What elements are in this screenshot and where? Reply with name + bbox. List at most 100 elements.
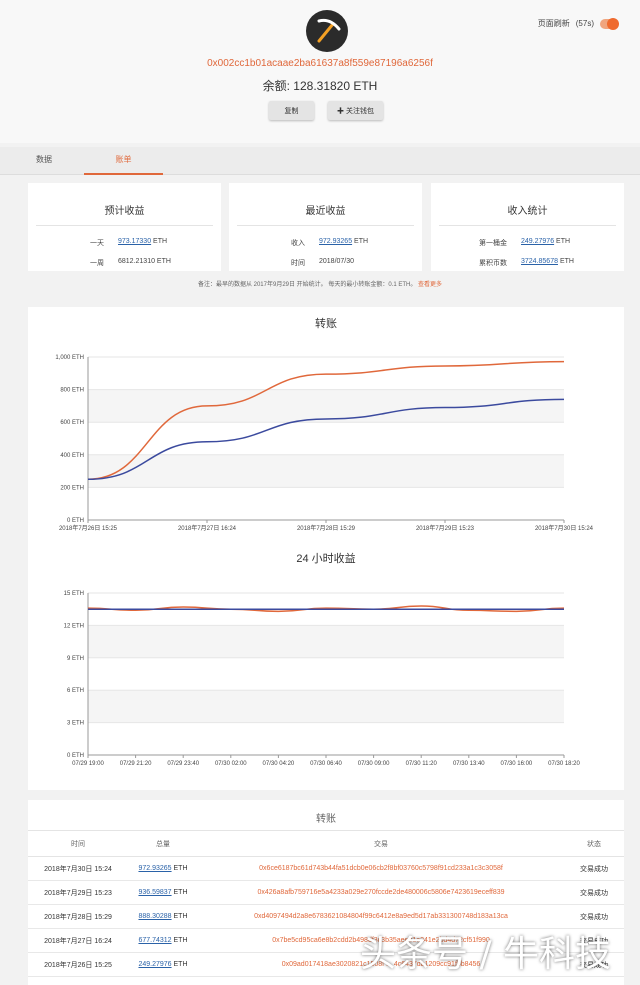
unit: ETH <box>173 961 188 968</box>
refresh-countdown: (57s) <box>575 19 594 28</box>
week-label: 一周 <box>90 260 104 267</box>
series-line-0 <box>87 360 565 480</box>
x-tick-label: 07/29 19:00 <box>72 761 104 767</box>
time-label: 时间 <box>291 260 305 267</box>
amount-link[interactable]: 936.59837 <box>138 889 172 896</box>
row-time: 2018年7月29日 15:23 <box>28 880 128 905</box>
row-amount: 936.59837 ETH <box>128 880 198 905</box>
total-coins-link[interactable]: 3724.85678 <box>521 258 558 265</box>
row-status: 交易成功 <box>564 856 624 881</box>
table-row: 2018年7月29日 15:23 936.59837 ETH 0x426a8afb7… <box>28 880 624 905</box>
charts-panel: 转账 0 ETH 200 ETH 400 ETH 600 ETH 800 ETH 1,00… <box>28 307 624 790</box>
y-tick-label: 600 ETH <box>60 420 84 426</box>
x-tick-label: 2018年7月28日 15:29 <box>297 524 356 532</box>
tx-hash-link[interactable]: 0x6ce6187bc61d743b44fa51dcb0e06cb2f8bf03… <box>198 856 564 881</box>
row-time: 2018年7月30日 15:24 <box>28 856 128 881</box>
table-row: 2018年7月30日 15:24 972.93265 ETH 0x6ce6187bc… <box>28 856 624 881</box>
daily-earnings-chart: 0 ETH 3 ETH 6 ETH 9 ETH 12 ETH 15 ETH 07/29 19… <box>64 591 581 767</box>
watermark: 头条号 / 牛科技 <box>360 934 612 975</box>
tx-hash-link[interactable]: 0x7be5cd95ca6e8b2cdd2b498df3c3b35aeed1a2… <box>198 928 564 953</box>
tx-hash-link[interactable]: 0x426a8afb759716e5a4233a029e270fccde2de4… <box>198 880 564 905</box>
wallet-balance: 余额: 128.31820 ETH <box>262 79 378 93</box>
y-tick-label: 12 ETH <box>64 623 84 629</box>
tab-data[interactable]: 数据 <box>36 155 52 164</box>
week-value: 6812.21310 ETH <box>118 258 171 265</box>
y-tick-label: 9 ETH <box>67 656 84 662</box>
first-bucket-label: 第一桶金 <box>479 240 507 247</box>
x-tick-label: 07/30 09:00 <box>358 761 390 767</box>
unit: ETH <box>354 238 369 245</box>
row-time: 2018年7月27日 16:24 <box>28 928 128 953</box>
unit: ETH <box>173 865 188 872</box>
total-coins-label: 累积币数 <box>479 260 507 267</box>
grid-band <box>88 690 564 723</box>
tx-hash-link[interactable]: 0xd4097494d2a8e6783621084804f99c6412e8a9… <box>198 904 564 929</box>
y-tick-label: 0 ETH <box>67 753 84 759</box>
amount-link[interactable]: 972.93265 <box>138 865 172 872</box>
x-tick-label: 07/30 13:40 <box>453 761 485 767</box>
unit: ETH <box>173 937 188 944</box>
series-line-1 <box>87 398 565 480</box>
card-title: 预计收益 <box>36 202 213 226</box>
x-tick-label: 2018年7月29日 15:23 <box>416 524 475 532</box>
transfer-chart: 0 ETH 200 ETH 400 ETH 600 ETH 800 ETH 1,000 E… <box>55 355 594 532</box>
day-label: 一天 <box>90 240 104 247</box>
row-amount: 972.93265 ETH <box>128 856 198 881</box>
unit: ETH <box>173 889 188 896</box>
see-more-link[interactable]: 查看更多 <box>418 282 443 288</box>
unit: ETH <box>173 913 188 920</box>
first-bucket-link[interactable]: 249.27976 <box>521 238 555 245</box>
row-status: 交易成功 <box>564 952 624 977</box>
follow-wallet-button[interactable]: ✚ 关注钱包 <box>328 101 383 120</box>
y-tick-label: 1,000 ETH <box>55 355 84 361</box>
copy-button[interactable]: 复制 <box>269 101 314 120</box>
table-row: 2018年7月28日 15:29 888.30288 ETH 0xd4097494d… <box>28 904 624 929</box>
y-tick-label: 15 ETH <box>64 591 84 597</box>
card-title: 最近收益 <box>237 202 414 226</box>
recent-earnings-card: 最近收益 收入 972.93265 ETH 时间 2018/07/30 <box>229 183 422 271</box>
card-title: 收入统计 <box>439 202 616 226</box>
row-time: 2018年7月28日 15:29 <box>28 904 128 929</box>
pickaxe-icon <box>306 10 348 52</box>
column-header: 总量 <box>128 830 198 857</box>
transfer-chart-title: 转账 <box>315 318 337 330</box>
wallet-header: 页面刷新 (57s) 0x002cc1b01acaae2ba61637a8f55… <box>0 0 640 143</box>
tx-hash-link[interactable]: 0x09ad017418ae3020821c1508f ... 4c6437db… <box>198 952 564 977</box>
table-row: 2018年7月27日 16:24 677.74312 ETH 0x7be5cd95c… <box>28 928 624 953</box>
y-tick-label: 800 ETH <box>60 388 84 394</box>
row-amount: 888.30288 ETH <box>128 904 198 929</box>
x-tick-label: 07/30 11:20 <box>406 761 438 767</box>
y-tick-label: 200 ETH <box>60 485 84 491</box>
x-tick-label: 07/30 16:00 <box>501 761 533 767</box>
income-label: 收入 <box>291 240 305 247</box>
series-line-0 <box>87 605 565 613</box>
note-text: 备注：最早的数据从 2017年9月29日 开始统计。 每天的最小转账金额：0.1… <box>197 282 417 288</box>
x-tick-label: 07/30 02:00 <box>215 761 247 767</box>
row-status: 交易成功 <box>564 928 624 953</box>
auto-refresh-toggle[interactable] <box>600 17 619 30</box>
day-value-link[interactable]: 973.17330 <box>118 238 152 245</box>
y-tick-label: 0 ETH <box>67 518 84 524</box>
transfers-table-panel: 转账 时间 总量 交易 状态 2018年7月30日 15:24 972.93265… <box>28 800 624 985</box>
unit: ETH <box>556 238 571 245</box>
tab-bills[interactable]: 账单 <box>84 147 163 175</box>
row-status: 交易成功 <box>564 904 624 929</box>
column-header: 交易 <box>198 830 564 857</box>
table-row: 2018年7月26日 15:25 249.27976 ETH 0x09ad01741… <box>28 952 624 977</box>
transfers-table: 时间 总量 交易 状态 2018年7月30日 15:24 972.93265 ET… <box>28 830 624 977</box>
x-tick-label: 2018年7月27日 16:24 <box>178 524 237 532</box>
row-status: 交易成功 <box>564 880 624 905</box>
x-tick-label: 2018年7月30日 15:24 <box>535 524 594 532</box>
note: 备注：最早的数据从 2017年9月29日 开始统计。 每天的最小转账金额：0.1… <box>0 279 640 288</box>
column-header: 时间 <box>28 830 128 857</box>
amount-link[interactable]: 888.30288 <box>138 913 172 920</box>
daily-earnings-chart-title: 24 小时收益 <box>296 553 356 565</box>
page-refresh: 页面刷新 (57s) <box>538 17 619 30</box>
unit: ETH <box>153 238 168 245</box>
grid-band <box>88 389 564 423</box>
amount-link[interactable]: 677.74312 <box>138 937 172 944</box>
grid-band <box>88 625 564 658</box>
row-amount: 677.74312 ETH <box>128 928 198 953</box>
income-value-link[interactable]: 972.93265 <box>319 238 353 245</box>
amount-link[interactable]: 249.27976 <box>138 961 172 968</box>
